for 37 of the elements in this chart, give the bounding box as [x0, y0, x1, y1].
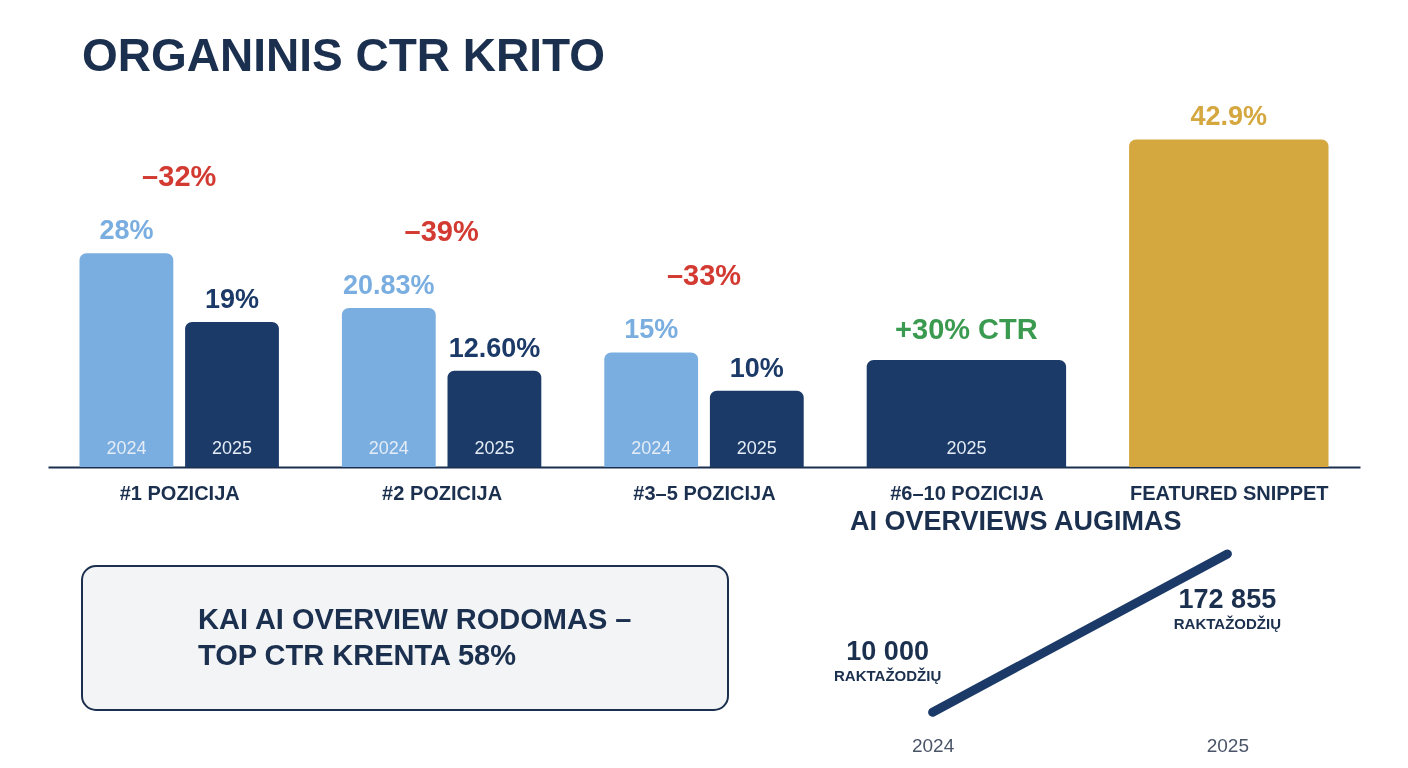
- category-label: 2025: [474, 438, 515, 458]
- bar: [185, 321, 279, 467]
- chart-title: AI OVERVIEWS AUGIMAS: [850, 505, 1182, 536]
- x-tick-label: #2 POZICIJA: [382, 481, 503, 504]
- data-label: 10%: [729, 352, 784, 383]
- annotation: +30% CTR: [895, 313, 1038, 346]
- annotation: RAKTAŽODŽIŲ: [834, 667, 942, 685]
- bar: [709, 390, 804, 467]
- data-label: 10 000: [846, 636, 929, 667]
- x-tick-label: FEATURED SNIPPET: [1130, 481, 1329, 504]
- x-tick-label: #1 POZICIJA: [119, 481, 240, 504]
- data-label: 19%: [204, 283, 260, 314]
- series-label: 2024: [106, 438, 147, 458]
- series-label: 2025: [211, 438, 253, 458]
- text: 2025: [946, 438, 987, 458]
- bar: [447, 370, 542, 467]
- data-label: 20.83%: [343, 269, 435, 300]
- bar: [1129, 139, 1329, 467]
- bar: [79, 253, 174, 467]
- annotation: –32%: [142, 160, 217, 193]
- bar: [341, 307, 436, 467]
- annotation: –39%: [404, 214, 479, 247]
- category-label: 2024: [368, 438, 409, 458]
- data-label: 28%: [99, 215, 154, 246]
- chart-title: ORGANINIS CTR KRITO: [82, 29, 606, 81]
- data-label: 42.9%: [1190, 101, 1268, 132]
- text: KAI AI OVERVIEW RODOMAS – TOP CTR KRENTA 58%: [198, 603, 632, 671]
- annotation: RAKTAŽODŽIŲ: [1173, 615, 1281, 632]
- x-tick-label: #3–5 POZICIJA: [633, 481, 776, 504]
- text: 2024: [631, 438, 672, 458]
- bar: [604, 352, 699, 467]
- data-label: 12.60%: [448, 332, 541, 363]
- data-label: 172 855: [1178, 584, 1277, 614]
- x-tick-label: #6–10 POZICIJA: [890, 481, 1044, 504]
- annotation: –33%: [666, 259, 742, 292]
- text: 2025: [736, 438, 777, 458]
- data-label: 15%: [624, 314, 679, 345]
